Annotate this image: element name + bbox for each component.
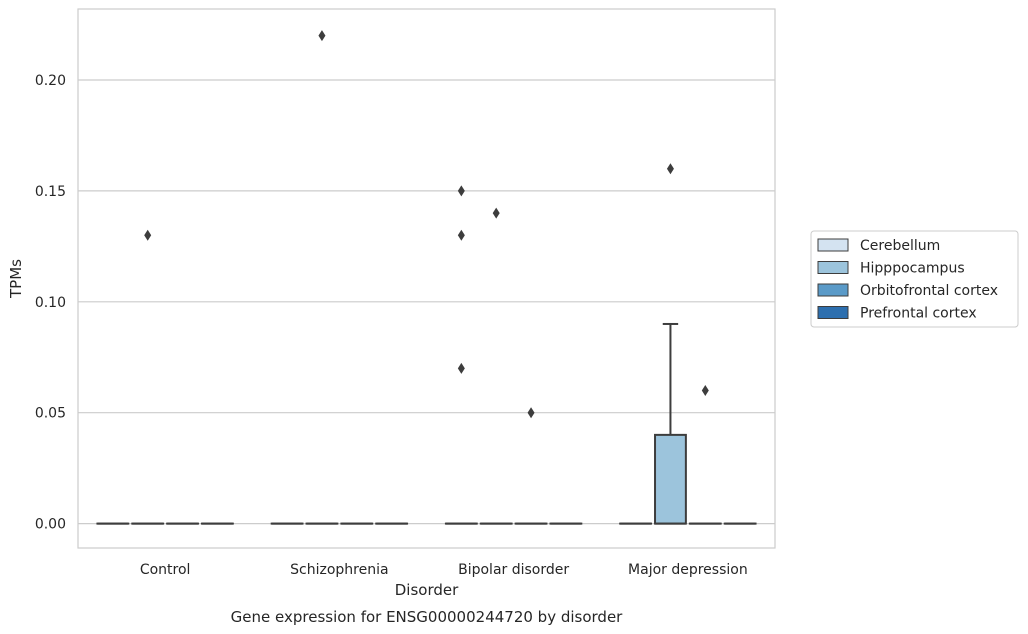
box-group (688, 385, 722, 525)
box-group (654, 163, 687, 525)
y-tick-label: 0.05 (35, 406, 66, 422)
box-series (96, 30, 757, 525)
y-tick-label: 0.00 (35, 517, 66, 533)
y-axis-ticks: 0.00 0.05 0.10 0.15 0.20 (35, 73, 66, 533)
outlier-point (492, 207, 500, 219)
box-group (514, 407, 548, 525)
box-group (444, 185, 478, 525)
legend-swatch (817, 238, 849, 252)
chart-caption: Gene expression for ENSG00000244720 by d… (231, 608, 624, 626)
x-axis-label: Disorder (395, 581, 459, 599)
x-tick-label: Schizophrenia (290, 562, 388, 578)
box-group (305, 30, 339, 525)
y-tick-label: 0.20 (35, 73, 66, 89)
outlier-point (666, 163, 674, 175)
x-axis-ticks: Control Schizophrenia Bipolar disorder Majo… (140, 562, 748, 578)
outlier-point (701, 385, 709, 397)
legend-swatch (817, 306, 849, 319)
box-group (479, 207, 513, 525)
x-tick-label: Control (140, 562, 191, 578)
box (654, 433, 687, 525)
legend-label: Prefrontal cortex (860, 306, 977, 322)
legend-label: Cerebellum (860, 238, 940, 254)
legend-label: Hipppocampus (860, 261, 965, 277)
legend-swatch (817, 283, 849, 297)
y-tick-label: 0.10 (35, 295, 66, 311)
plot-area-frame (77, 8, 776, 549)
outlier-point (527, 407, 535, 419)
legend-label: Orbitofrontal cortex (860, 283, 998, 299)
outlier-point (457, 229, 465, 241)
x-tick-label: Major depression (628, 562, 748, 578)
outlier-point (457, 362, 465, 374)
box-group (131, 229, 165, 525)
outlier-point (144, 229, 152, 241)
legend-frame (810, 230, 1019, 328)
x-tick-label: Bipolar disorder (458, 562, 569, 578)
legend-swatch (817, 261, 849, 274)
outlier-point (457, 185, 465, 197)
y-tick-label: 0.15 (35, 184, 66, 200)
outlier-point (318, 30, 326, 42)
y-axis-label: TPMs (7, 259, 25, 299)
legend: Cerebellum Hipppocampus Orbitofrontal cort… (810, 230, 1019, 328)
